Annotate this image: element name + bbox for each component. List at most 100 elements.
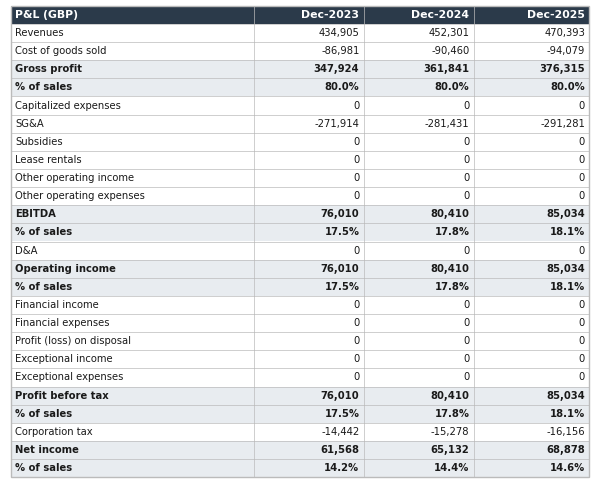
Text: 0: 0: [579, 100, 585, 111]
Text: 0: 0: [463, 155, 469, 165]
Bar: [11, 169, 589, 187]
Bar: [11, 278, 589, 296]
Text: 80,410: 80,410: [430, 391, 469, 400]
Bar: [11, 459, 589, 477]
Bar: [11, 260, 589, 278]
Bar: [11, 60, 589, 78]
Text: Financial income: Financial income: [15, 300, 99, 310]
Bar: [11, 78, 589, 97]
Text: 17.5%: 17.5%: [325, 282, 359, 292]
Text: 0: 0: [353, 137, 359, 147]
Text: 0: 0: [579, 300, 585, 310]
Text: 0: 0: [463, 318, 469, 328]
Bar: [11, 314, 589, 332]
Text: -16,156: -16,156: [547, 427, 585, 437]
Bar: [11, 369, 589, 386]
Text: Revenues: Revenues: [15, 28, 64, 38]
Bar: [11, 386, 589, 405]
Text: 17.8%: 17.8%: [434, 409, 469, 419]
Bar: [11, 6, 589, 24]
Bar: [11, 133, 589, 151]
Text: Net income: Net income: [15, 445, 79, 455]
Text: 0: 0: [463, 100, 469, 111]
Text: % of sales: % of sales: [15, 83, 72, 92]
Text: D&A: D&A: [15, 245, 37, 256]
Text: 0: 0: [353, 300, 359, 310]
Text: -15,278: -15,278: [431, 427, 469, 437]
Bar: [11, 151, 589, 169]
Text: 0: 0: [353, 355, 359, 364]
Text: 0: 0: [579, 173, 585, 183]
Text: Gross profit: Gross profit: [15, 64, 82, 74]
Text: 80.0%: 80.0%: [434, 83, 469, 92]
Text: 0: 0: [463, 173, 469, 183]
Text: 76,010: 76,010: [321, 209, 359, 219]
Text: 0: 0: [579, 245, 585, 256]
Text: 0: 0: [463, 191, 469, 201]
Text: 0: 0: [353, 100, 359, 111]
Text: 76,010: 76,010: [321, 264, 359, 274]
Text: EBITDA: EBITDA: [15, 209, 56, 219]
Text: 347,924: 347,924: [314, 64, 359, 74]
Bar: [11, 97, 589, 114]
Text: 0: 0: [463, 336, 469, 346]
Text: Dec-2023: Dec-2023: [301, 10, 359, 20]
Text: -291,281: -291,281: [540, 119, 585, 128]
Text: 0: 0: [353, 336, 359, 346]
Text: 68,878: 68,878: [546, 445, 585, 455]
Text: 0: 0: [579, 155, 585, 165]
Text: 17.8%: 17.8%: [434, 282, 469, 292]
Text: 0: 0: [579, 318, 585, 328]
Text: 80.0%: 80.0%: [325, 83, 359, 92]
Text: Other operating expenses: Other operating expenses: [15, 191, 145, 201]
Text: 14.6%: 14.6%: [550, 463, 585, 473]
Text: 0: 0: [463, 355, 469, 364]
Text: 452,301: 452,301: [428, 28, 469, 38]
Text: 0: 0: [579, 355, 585, 364]
Text: Financial expenses: Financial expenses: [15, 318, 110, 328]
Text: 17.8%: 17.8%: [434, 227, 469, 238]
Bar: [11, 205, 589, 223]
Bar: [11, 114, 589, 133]
Text: Exceptional expenses: Exceptional expenses: [15, 372, 124, 383]
Bar: [11, 350, 589, 369]
Text: 61,568: 61,568: [320, 445, 359, 455]
Text: Profit before tax: Profit before tax: [15, 391, 109, 400]
Bar: [11, 242, 589, 260]
Text: 85,034: 85,034: [546, 391, 585, 400]
Text: -94,079: -94,079: [547, 46, 585, 56]
Bar: [11, 296, 589, 314]
Text: % of sales: % of sales: [15, 227, 72, 238]
Text: -271,914: -271,914: [314, 119, 359, 128]
Text: Profit (loss) on disposal: Profit (loss) on disposal: [15, 336, 131, 346]
Text: 0: 0: [579, 372, 585, 383]
Text: 0: 0: [579, 336, 585, 346]
Text: 0: 0: [463, 372, 469, 383]
Text: Exceptional income: Exceptional income: [15, 355, 113, 364]
Text: 85,034: 85,034: [546, 209, 585, 219]
Text: 80,410: 80,410: [430, 264, 469, 274]
Text: Cost of goods sold: Cost of goods sold: [15, 46, 107, 56]
Text: 434,905: 434,905: [319, 28, 359, 38]
Text: 0: 0: [353, 191, 359, 201]
Bar: [11, 441, 589, 459]
Text: -90,460: -90,460: [431, 46, 469, 56]
Text: Capitalized expenses: Capitalized expenses: [15, 100, 121, 111]
Text: 76,010: 76,010: [321, 391, 359, 400]
Bar: [11, 223, 589, 242]
Text: 0: 0: [353, 372, 359, 383]
Bar: [11, 423, 589, 441]
Text: 18.1%: 18.1%: [550, 282, 585, 292]
Text: 80,410: 80,410: [430, 209, 469, 219]
Text: 0: 0: [353, 318, 359, 328]
Text: 0: 0: [579, 191, 585, 201]
Text: 17.5%: 17.5%: [325, 409, 359, 419]
Text: P&L (GBP): P&L (GBP): [15, 10, 78, 20]
Text: 0: 0: [353, 245, 359, 256]
Text: 14.4%: 14.4%: [434, 463, 469, 473]
Bar: [11, 405, 589, 423]
Text: Other operating income: Other operating income: [15, 173, 134, 183]
Text: SG&A: SG&A: [15, 119, 44, 128]
Text: Lease rentals: Lease rentals: [15, 155, 82, 165]
Text: Dec-2024: Dec-2024: [412, 10, 469, 20]
